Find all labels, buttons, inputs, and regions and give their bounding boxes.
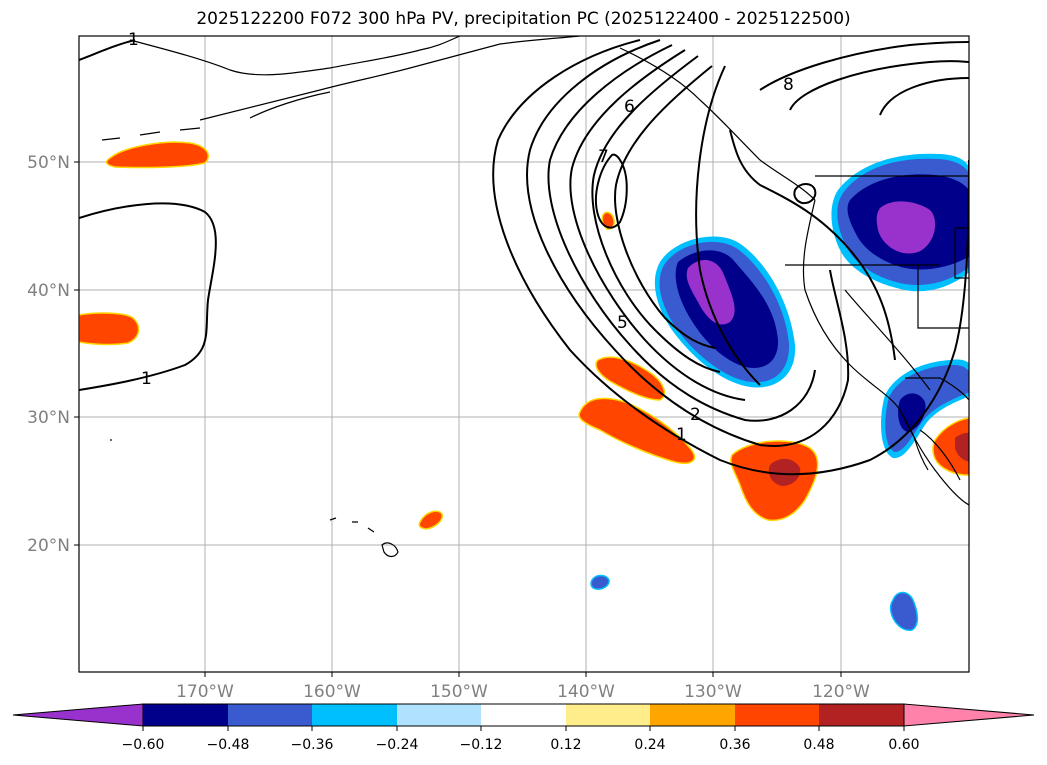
state-line-3 xyxy=(844,289,931,391)
pv-contour-east-3 xyxy=(879,77,969,116)
pv-contour-4 xyxy=(569,49,746,401)
lat-label-20n: 20°N xyxy=(27,536,70,556)
colorbar-bin-7 xyxy=(650,704,735,726)
us-mexico-border xyxy=(905,377,969,401)
colorbar-tick-1: −0.60 xyxy=(122,737,165,753)
alaska-coast xyxy=(199,36,581,121)
map-title: 2025122200 F072 300 hPa PV, precipitatio… xyxy=(196,9,851,29)
pos-blob-3 xyxy=(595,356,666,401)
colorbar: −0.60 −0.48 −0.36 −0.24 −0.12 0.12 0.24 … xyxy=(12,703,1035,753)
colorbar-bin-1 xyxy=(143,704,228,726)
colorbar-extend-left xyxy=(12,703,144,727)
colorbar-tick-5: −0.12 xyxy=(460,737,503,753)
neg-blob-small-2 xyxy=(889,591,919,631)
hawaii-islands xyxy=(329,517,399,558)
neg-blob-small-1 xyxy=(590,574,610,590)
pv-contour-small-loop xyxy=(793,183,817,205)
pv-contour-1-west xyxy=(79,202,217,391)
colorbar-extend-right xyxy=(903,703,1035,727)
pv-contour-7-inner xyxy=(594,153,628,229)
alaska-coast-2 xyxy=(249,91,331,119)
aleutian-coast xyxy=(129,36,461,76)
lon-label-160w: 160°W xyxy=(303,682,361,702)
pv-contours xyxy=(79,39,969,476)
colorbar-tick-3: −0.36 xyxy=(291,737,334,753)
lat-label-50n: 50°N xyxy=(27,153,70,173)
pv-label-1-main: 1 xyxy=(676,425,687,445)
map-panel xyxy=(78,35,970,673)
pv-label-5: 5 xyxy=(617,313,628,333)
map-border xyxy=(78,35,970,673)
state-line-4 xyxy=(954,227,969,279)
pos-blob-6 xyxy=(932,417,969,476)
colorbar-tick-10: 0.60 xyxy=(888,737,919,753)
pv-contour-1-main xyxy=(492,39,969,476)
lon-label-120w: 120°W xyxy=(812,682,870,702)
pv-contour-5 xyxy=(591,55,721,373)
colorbar-bin-5 xyxy=(481,704,566,726)
colorbar-bin-9 xyxy=(819,704,904,726)
longitude-labels: 170°W 160°W 150°W 140°W 130°W 120°W xyxy=(176,682,870,702)
pv-contour-ridge xyxy=(695,65,761,386)
pv-contour-labels: 1 1 2 5 6 7 8 1 xyxy=(128,30,794,445)
pv-label-1-nw: 1 xyxy=(128,30,139,50)
colorbar-tick-2: −0.48 xyxy=(207,737,250,753)
pv-contour-east-1 xyxy=(759,41,969,91)
pos-blob-7 xyxy=(418,510,443,530)
lon-label-170w: 170°W xyxy=(176,682,234,702)
colorbar-bin-8 xyxy=(735,704,819,726)
bc-coast xyxy=(619,47,816,201)
lat-label-30n: 30°N xyxy=(27,408,70,428)
pv-contour-2 xyxy=(526,39,850,447)
pos-blob-2 xyxy=(79,312,140,346)
precip-negative-areas xyxy=(590,153,969,631)
precip-positive-areas xyxy=(79,141,969,530)
west-island xyxy=(101,127,201,141)
axis-ticks xyxy=(74,161,842,677)
us-west-coast xyxy=(802,199,969,506)
colorbar-tick-7: 0.24 xyxy=(634,737,665,753)
pv-label-2: 2 xyxy=(690,405,701,425)
colorbar-bin-3 xyxy=(312,704,397,726)
colorbar-bin-2 xyxy=(228,704,312,726)
pv-label-8: 8 xyxy=(783,75,794,95)
baja-coast xyxy=(899,409,929,471)
lon-label-150w: 150°W xyxy=(430,682,488,702)
pv-contour-east-4 xyxy=(729,129,896,361)
state-line-2 xyxy=(917,265,969,329)
pv-contour-east-2 xyxy=(789,60,969,111)
colorbar-tick-4: −0.24 xyxy=(376,737,419,753)
mexico-coast xyxy=(919,429,961,481)
pv-contour-1-nw xyxy=(79,39,136,61)
colorbar-tick-8: 0.36 xyxy=(719,737,750,753)
pv-label-1-west: 1 xyxy=(141,369,152,389)
colorbar-bin-4 xyxy=(397,704,481,726)
lon-label-140w: 140°W xyxy=(557,682,615,702)
latitude-labels: 50°N 40°N 30°N 20°N xyxy=(27,153,70,556)
lon-label-130w: 130°W xyxy=(684,682,742,702)
coastlines xyxy=(101,36,969,558)
pos-blob-1 xyxy=(105,141,209,169)
colorbar-tick-9: 0.48 xyxy=(803,737,834,753)
colorbar-bin-6 xyxy=(566,704,650,726)
pv-label-7: 7 xyxy=(598,147,609,167)
lat-label-40n: 40°N xyxy=(27,281,70,301)
pos-blob-4 xyxy=(578,397,696,464)
pv-label-6: 6 xyxy=(624,97,635,117)
pv-contour-3 xyxy=(547,44,816,422)
colorbar-tick-6: 0.12 xyxy=(550,737,581,753)
